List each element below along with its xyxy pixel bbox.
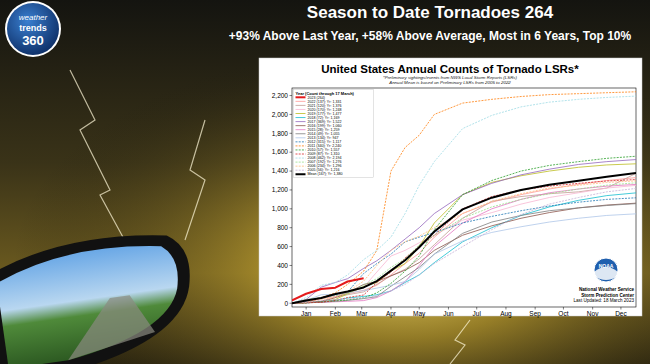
series-line	[292, 188, 636, 303]
x-tick-label: Jul	[473, 310, 482, 317]
legend-swatch	[296, 149, 306, 150]
series-line	[292, 173, 636, 303]
legend-swatch	[296, 137, 306, 138]
legend-swatch	[296, 145, 306, 146]
y-tick	[290, 171, 293, 172]
series-line	[292, 214, 636, 303]
series-line	[292, 181, 636, 303]
series-line	[292, 184, 636, 303]
y-tick	[290, 246, 293, 247]
y-tick-label: 0	[284, 300, 288, 307]
chart-title: United States Annual Counts of Tornado L…	[321, 63, 579, 75]
plot-frame	[292, 88, 636, 307]
y-tick-label: 1,600	[272, 148, 289, 155]
legend-swatch	[296, 173, 306, 175]
legend-swatch	[296, 166, 306, 167]
credit: Last Updated: 18 March 2023	[573, 298, 634, 303]
y-tick	[290, 133, 293, 134]
credit: National Weather Service	[579, 287, 635, 292]
logo-text: trends	[19, 23, 47, 33]
credit: Storm Prediction Center	[581, 293, 634, 298]
series-line	[292, 183, 636, 303]
x-tick-label: May	[413, 310, 426, 318]
y-tick	[290, 152, 293, 153]
legend-swatch	[296, 125, 306, 126]
chart-note: Annual Mean is based on Preliminary LSRs…	[388, 80, 511, 85]
noaa-logo-text: NOAA	[599, 263, 614, 269]
y-tick-label: 400	[277, 262, 288, 269]
series-line	[292, 185, 636, 303]
y-tick-label: 1,400	[272, 167, 289, 174]
series-line	[292, 160, 636, 304]
y-tick	[290, 265, 293, 266]
x-tick-label: Jun	[443, 310, 454, 317]
y-tick-label: 800	[277, 224, 288, 231]
x-tick-label: Nov	[587, 310, 599, 317]
legend-label: Mean (167); Yr: 1,380	[308, 172, 343, 176]
y-tick	[290, 114, 293, 115]
x-tick-label: Oct	[558, 310, 568, 317]
y-tick	[290, 95, 293, 96]
x-tick-label: Mar	[356, 310, 368, 317]
y-tick-label: 600	[277, 243, 288, 250]
y-tick-label: 2,000	[272, 111, 289, 118]
mirror-housing	[0, 227, 201, 364]
legend-swatch	[296, 129, 306, 130]
series-line	[292, 180, 636, 304]
legend-swatch	[296, 141, 306, 142]
lightning	[185, 120, 205, 240]
logo-text: 360	[22, 33, 44, 48]
x-tick-label: Apr	[386, 310, 397, 318]
mirror-road	[60, 292, 157, 360]
y-tick-label: 1,800	[272, 130, 289, 137]
x-tick-label: Dec	[615, 310, 627, 317]
legend-swatch	[296, 101, 306, 102]
series-line	[292, 173, 636, 303]
x-tick-label: Sep	[529, 310, 541, 318]
legend-swatch	[296, 105, 306, 106]
y-tick	[290, 189, 293, 190]
series-line	[292, 204, 636, 304]
series-line	[292, 203, 636, 303]
noaa-logo	[594, 258, 618, 282]
legend-swatch	[296, 117, 306, 118]
logo-disc	[7, 3, 59, 55]
y-tick	[290, 208, 293, 209]
logo-text: weather	[19, 13, 48, 22]
title: Season to Date Tornadoes 264	[307, 3, 554, 22]
y-tick-label: 2,200	[272, 92, 289, 99]
legend-swatch	[296, 113, 306, 114]
legend-swatch	[296, 170, 306, 171]
y-tick-label: 200	[277, 281, 288, 288]
subtitle: +93% Above Last Year, +58% Above Average…	[229, 29, 632, 43]
series-line	[292, 178, 636, 304]
lightning	[450, 320, 470, 364]
y-tick-label: 1,000	[272, 205, 289, 212]
legend-box	[294, 90, 374, 178]
x-tick-label: Aug	[500, 310, 512, 318]
y-tick	[290, 227, 293, 228]
legend-swatch	[296, 158, 306, 159]
legend-swatch	[296, 109, 306, 110]
lightning	[70, 70, 130, 250]
logo-ring	[5, 1, 61, 57]
chart-panel	[259, 58, 642, 316]
x-tick-label: Jan	[301, 310, 312, 317]
legend-swatch	[296, 96, 306, 98]
mirror	[0, 227, 201, 364]
legend-swatch	[296, 154, 306, 155]
legend-swatch	[296, 133, 306, 134]
mirror-glass	[0, 239, 187, 364]
y-tick	[290, 284, 293, 285]
y-tick-label: 1,200	[272, 186, 289, 193]
legend-swatch	[296, 121, 306, 122]
legend-title: Year (Count through 17 March)	[296, 91, 355, 96]
legend-swatch	[296, 162, 306, 163]
y-tick	[290, 303, 293, 304]
series-line	[292, 156, 636, 303]
series-line	[292, 164, 636, 303]
x-tick-label: Feb	[330, 310, 342, 317]
